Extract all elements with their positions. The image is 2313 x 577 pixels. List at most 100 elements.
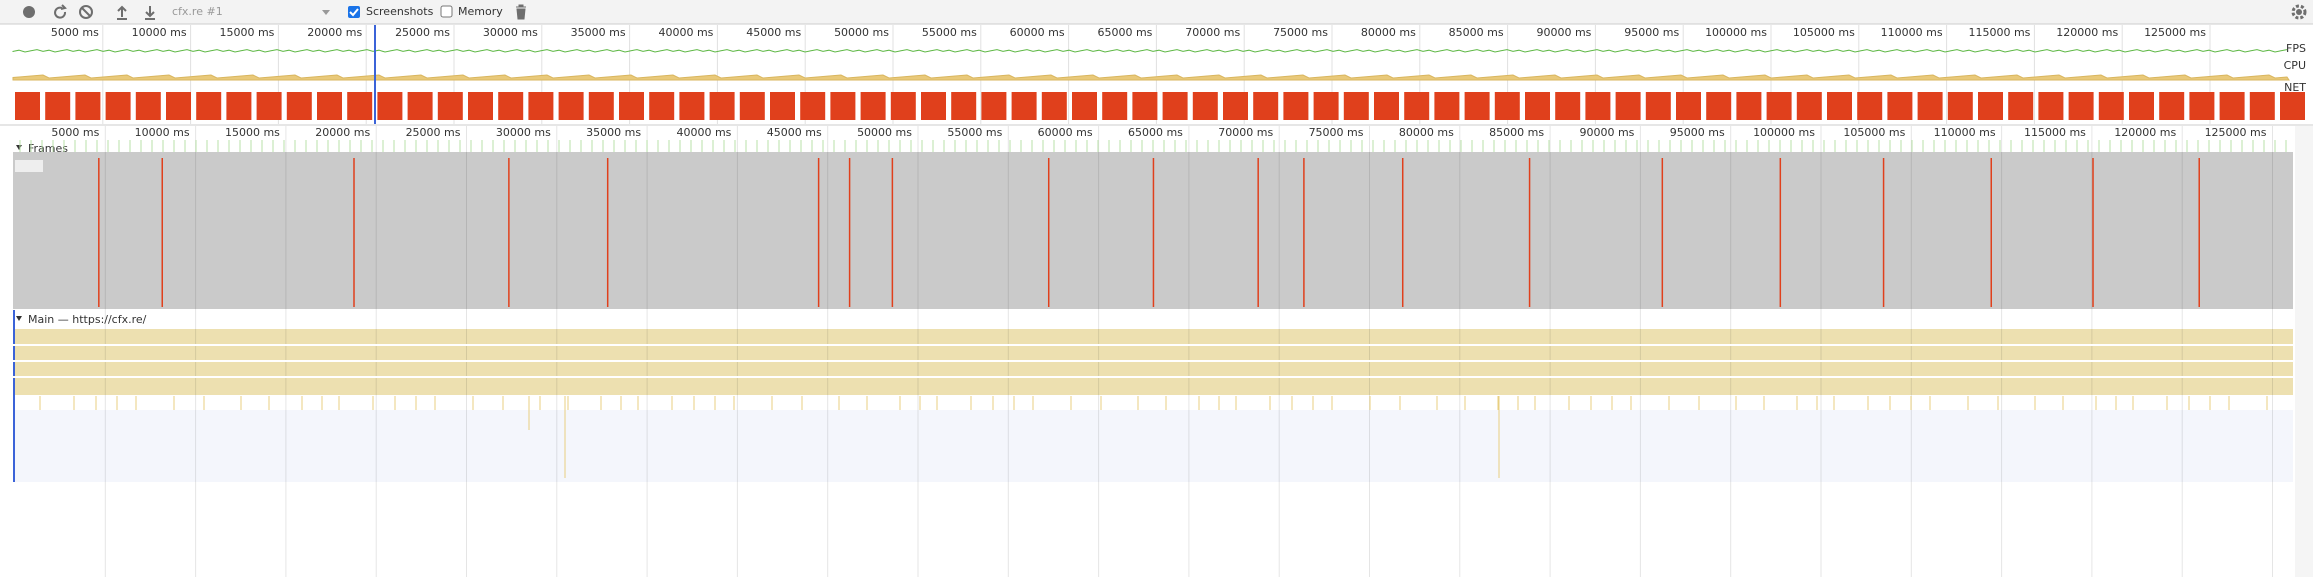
overview-tick-label: 115000 ms [1968, 26, 2030, 39]
timeline-tick-label: 125000 ms [2205, 126, 2267, 139]
screenshots-label[interactable]: Screenshots [366, 5, 434, 18]
overview-tick-label: 90000 ms [1536, 26, 1591, 39]
timeline-tick-label: 90000 ms [1579, 126, 1634, 139]
network-request [317, 92, 342, 120]
network-request [2098, 92, 2124, 120]
network-request [1615, 92, 1641, 120]
network-request [558, 92, 584, 120]
network-request [921, 92, 946, 120]
main-header[interactable]: Main — https://cfx.re/ [28, 313, 147, 326]
frames-toggle[interactable] [16, 145, 22, 150]
network-request [1192, 92, 1218, 120]
network-request [1404, 92, 1430, 120]
timeline-tick-label: 70000 ms [1218, 126, 1273, 139]
timeline-tick-label: 50000 ms [857, 126, 912, 139]
check-mark [349, 8, 359, 17]
memory-label[interactable]: Memory [458, 5, 503, 18]
target-select[interactable]: cfx.re #1 [172, 5, 223, 18]
timeline-tick-label: 5000 ms [51, 126, 99, 139]
overview-tick-label: 105000 ms [1793, 26, 1855, 39]
network-request [1041, 92, 1067, 120]
main-toggle[interactable] [16, 316, 22, 321]
overview-tick-label: 5000 ms [51, 26, 99, 39]
network-request [588, 92, 614, 120]
timeline: 5000 ms 10000 ms 15000 ms 20000 ms 25000 ms 3… [0, 124, 2313, 577]
scrollbar[interactable] [2295, 126, 2313, 577]
overview-tick-label: 15000 ms [219, 26, 274, 39]
timeline-tick-label: 75000 ms [1309, 126, 1364, 139]
timeline-tick-label: 120000 ms [2114, 126, 2176, 139]
network-request [1917, 92, 1943, 120]
network-request [135, 92, 161, 120]
network-request [1525, 92, 1550, 120]
network-request [1102, 92, 1128, 120]
settings-button[interactable] [2291, 4, 2307, 20]
overview-tick-label: 50000 ms [834, 26, 889, 39]
network-request [226, 92, 252, 120]
network-request [890, 92, 916, 120]
overview-tick-label: 30000 ms [483, 26, 538, 39]
overview-tick-label: 70000 ms [1185, 26, 1240, 39]
fps-label: FPS [2286, 42, 2306, 55]
overview-tick-label: 20000 ms [307, 26, 362, 39]
cpu-label: CPU [2284, 59, 2306, 72]
network-request [649, 92, 675, 120]
timeline-tick-label: 20000 ms [315, 126, 370, 139]
network-request [1162, 92, 1188, 120]
overview-tick-label: 120000 ms [2056, 26, 2118, 39]
timeline-tick-label: 65000 ms [1128, 126, 1183, 139]
network-request [1494, 92, 1520, 120]
network-request [1676, 92, 1701, 120]
main-subtasks [13, 410, 2293, 482]
fps-graph [12, 49, 2288, 53]
reload-button[interactable] [54, 4, 67, 19]
network-request [1796, 92, 1822, 120]
network-request [1283, 92, 1309, 120]
network-request [1887, 92, 1913, 120]
overview-tick-label: 40000 ms [658, 26, 713, 39]
timeline-tick-label: 40000 ms [676, 126, 731, 139]
network-request [2219, 92, 2245, 120]
overview-tick-label: 65000 ms [1097, 26, 1152, 39]
network-request [800, 92, 826, 120]
network-request [256, 92, 282, 120]
frames-header[interactable]: Frames [28, 142, 68, 155]
overview-tick-label: 10000 ms [132, 26, 187, 39]
network-request [75, 92, 101, 120]
network-request [1011, 92, 1037, 120]
select-arrow [322, 10, 330, 15]
overview-tick-label: 100000 ms [1705, 26, 1767, 39]
network-request [1978, 92, 2003, 120]
overview-tick-label: 75000 ms [1273, 26, 1328, 39]
net-label: NET [2284, 81, 2306, 94]
timeline-tick-label: 30000 ms [496, 126, 551, 139]
network-request [1766, 92, 1792, 120]
toolbar [0, 0, 2313, 24]
cpu-graph [12, 74, 2290, 81]
overview-tick-label: 60000 ms [1010, 26, 1065, 39]
network-request [981, 92, 1007, 120]
timeline-tick-label: 35000 ms [586, 126, 641, 139]
network-request [166, 92, 191, 120]
garbage-collect-button[interactable] [516, 4, 526, 20]
memory-checkbox[interactable] [440, 5, 453, 18]
overview: 5000 ms 10000 ms 15000 ms 20000 ms 25000 ms 3… [12, 25, 2306, 124]
save-profile-button[interactable] [145, 6, 155, 20]
clear-button[interactable] [79, 5, 93, 19]
overview-tick-label: 125000 ms [2144, 26, 2206, 39]
network-request [15, 92, 40, 120]
overview-tick-label: 25000 ms [395, 26, 450, 39]
screenshots-checkbox[interactable] [348, 6, 360, 18]
network-request [2159, 92, 2185, 120]
frame-thumbnail [15, 160, 43, 172]
timeline-tick-label: 80000 ms [1399, 126, 1454, 139]
overview-tick-label: 45000 ms [746, 26, 801, 39]
timeline-tick-label: 45000 ms [767, 126, 822, 139]
network-request [2129, 92, 2154, 120]
record-button[interactable] [23, 6, 35, 18]
network-request [437, 92, 463, 120]
network-request [770, 92, 795, 120]
network-request [1947, 92, 1973, 120]
load-profile-button[interactable] [117, 5, 127, 20]
